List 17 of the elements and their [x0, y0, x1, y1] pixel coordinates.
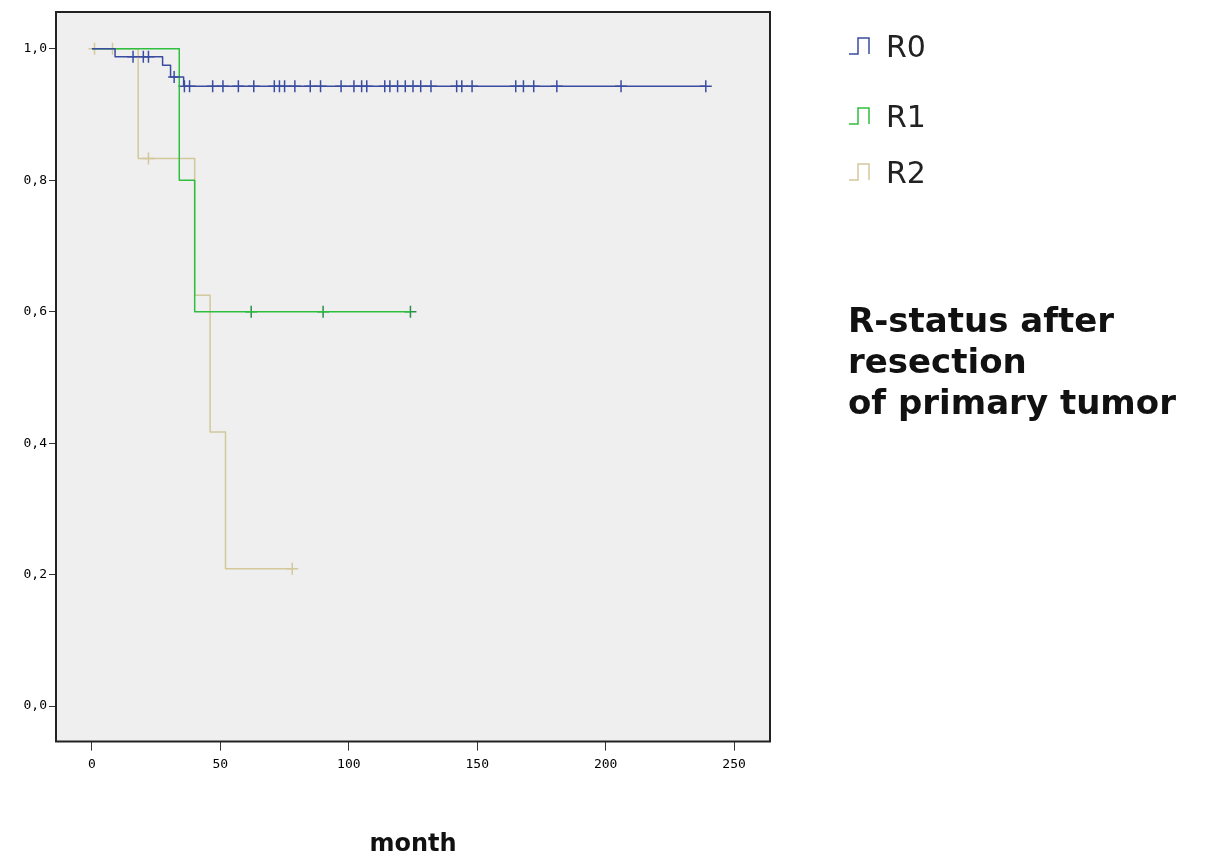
legend-label: R2 — [886, 154, 926, 190]
x-tick-label: 150 — [465, 755, 489, 771]
x-tick-label: 200 — [593, 755, 618, 771]
y-tick-label: 1,0 — [23, 40, 47, 56]
legend-label: R1 — [886, 98, 926, 134]
x-axis-title: month — [369, 828, 457, 857]
x-tick-label: 100 — [337, 755, 361, 771]
legend-label: R0 — [886, 28, 926, 64]
y-tick-label: 0,6 — [23, 303, 47, 319]
y-tick-label: 0,4 — [23, 434, 48, 450]
y-tick-label: 0,8 — [23, 171, 47, 187]
y-tick-label: 0,0 — [23, 697, 47, 713]
legend-title: R-status after resection of primary tumor — [848, 300, 1177, 423]
y-tick-label: 0,2 — [23, 566, 47, 582]
x-tick-label: 50 — [212, 755, 229, 771]
x-tick-label: 250 — [722, 755, 746, 771]
x-tick-label: 0 — [88, 755, 96, 771]
